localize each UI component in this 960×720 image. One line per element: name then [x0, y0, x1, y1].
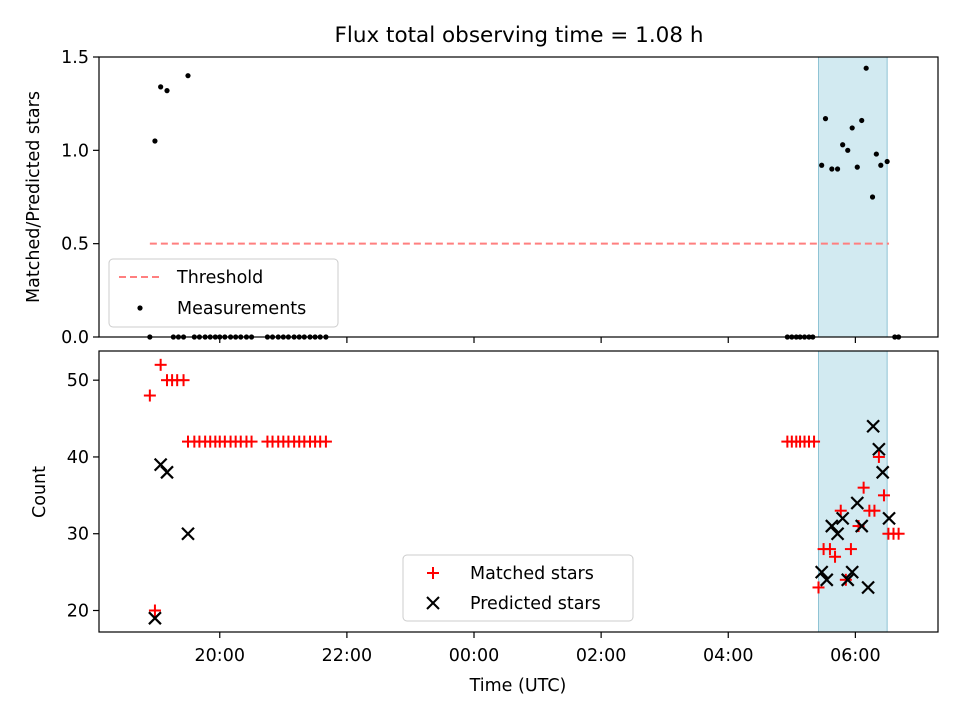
matched-star-marker: [808, 435, 821, 448]
measurements-legend-swatch: [137, 305, 143, 311]
predicted-star-marker: [148, 611, 162, 625]
measurement-point: [884, 158, 890, 165]
matched-star-marker: [823, 543, 836, 556]
matched-stars-legend-swatch: [427, 567, 439, 579]
ratio-legend: Threshold Measurements: [108, 258, 339, 328]
matched-star-marker: [319, 435, 332, 448]
matched-star-marker: [872, 450, 885, 463]
measurements-legend-label: Measurements: [177, 299, 306, 319]
count-x-tick-label: 06:00: [830, 646, 880, 666]
predicted-star-marker: [861, 580, 875, 595]
count-panel-frame: [98, 350, 939, 633]
predicted-star-marker: [875, 465, 890, 480]
ratio-panel: 0.0 0.5 1.0 1.5 Matched/Predicted stars Thr…: [24, 48, 939, 348]
count-legend: Matched stars Predicted stars: [402, 554, 634, 622]
predicted-star-marker: [814, 565, 829, 579]
count-x-tick-label: 02:00: [576, 646, 626, 666]
measurement-point: [185, 73, 191, 79]
count-y-axis-label: Count: [30, 466, 50, 518]
predicted-star-marker: [845, 565, 859, 579]
matched-star-marker: [877, 489, 890, 502]
predicted-star-marker: [872, 442, 886, 457]
measurement-point: [854, 164, 860, 170]
ratio-y-ticks: 0.0 0.5 1.0 1.5: [61, 48, 99, 348]
predicted-star-marker: [850, 496, 865, 510]
measurement-point: [829, 166, 835, 172]
matched-star-marker: [868, 504, 881, 517]
matched-star-marker: [143, 389, 156, 402]
count-y-tick-label: 50: [67, 371, 89, 391]
matched-star-marker: [829, 550, 842, 563]
count-y-ticks: 20 30 40 50: [67, 371, 99, 622]
ratio-panel-frame: [98, 56, 939, 338]
figure-title: Flux total observing time = 1.08 h: [335, 23, 704, 48]
matched-star-marker: [839, 573, 852, 586]
measurement-point: [863, 65, 869, 71]
count-legend-box: [402, 554, 634, 622]
matched-star-marker: [154, 358, 167, 371]
predicted-star-marker: [840, 573, 855, 587]
count-y-tick-label: 30: [67, 525, 89, 545]
matched-stars-points: [143, 358, 905, 617]
measurement-point: [840, 142, 846, 148]
count-x-tick-label: 20:00: [195, 646, 245, 666]
matched-star-marker: [148, 604, 161, 617]
measurement-point: [869, 194, 876, 200]
predicted-star-marker: [819, 573, 834, 587]
predicted-star-marker: [882, 511, 896, 526]
measurement-point: [834, 166, 841, 172]
measurement-point: [822, 116, 829, 122]
ratio-y-tick-label: 1.5: [61, 48, 89, 68]
predicted-stars-legend-swatch: [426, 596, 440, 610]
matched-star-marker: [812, 581, 825, 594]
ratio-legend-box: [108, 258, 339, 328]
matched-star-marker: [892, 527, 905, 540]
matched-star-marker: [857, 481, 870, 494]
matched-stars-legend-label: Matched stars: [470, 564, 594, 584]
matched-star-marker: [844, 543, 857, 556]
measurement-point: [878, 162, 884, 168]
count-x-tick-label: 00:00: [449, 646, 499, 666]
count-x-tick-label: 04:00: [703, 646, 753, 666]
predicted-stars-points: [148, 419, 896, 625]
predicted-star-marker: [835, 511, 850, 526]
ratio-y-tick-label: 0.0: [61, 328, 89, 348]
count-y-tick-label: 40: [67, 448, 89, 468]
measurement-point: [819, 162, 825, 168]
highlight-span-bottom: [818, 350, 888, 633]
matched-star-marker: [245, 435, 258, 448]
count-x-axis-label: Time (UTC): [469, 676, 567, 696]
measurement-point: [164, 88, 170, 94]
highlight-span-top-rect: [818, 56, 888, 338]
measurement-point: [849, 125, 855, 131]
measurement-point: [859, 117, 865, 124]
measurement-point: [158, 84, 164, 90]
ratio-y-tick-label: 0.5: [61, 235, 89, 255]
ratio-x-ticks: [219, 337, 856, 343]
ratio-y-axis-label: Matched/Predicted stars: [24, 91, 44, 303]
predicted-star-marker: [160, 465, 174, 480]
matched-star-marker: [834, 504, 847, 517]
measurement-point: [152, 138, 158, 144]
count-y-tick-label: 20: [67, 602, 89, 622]
predicted-star-marker: [854, 519, 869, 533]
predicted-star-marker: [866, 419, 880, 434]
ratio-y-tick-label: 1.0: [61, 141, 89, 161]
highlight-span-top: [818, 56, 888, 338]
measurement-point: [873, 151, 879, 157]
highlight-span-bottom-rect: [818, 350, 888, 633]
count-x-tick-label: 22:00: [322, 646, 372, 666]
measurement-point: [845, 147, 851, 153]
predicted-star-marker: [181, 526, 195, 541]
predicted-star-marker: [825, 519, 839, 533]
predicted-stars-legend-label: Predicted stars: [470, 594, 601, 614]
count-x-ticks: 20:00 22:00 00:00 02:00 04:00 06:00: [195, 632, 881, 666]
threshold-legend-label: Threshold: [176, 268, 263, 288]
predicted-star-marker: [830, 526, 845, 541]
matched-star-marker: [177, 374, 190, 387]
